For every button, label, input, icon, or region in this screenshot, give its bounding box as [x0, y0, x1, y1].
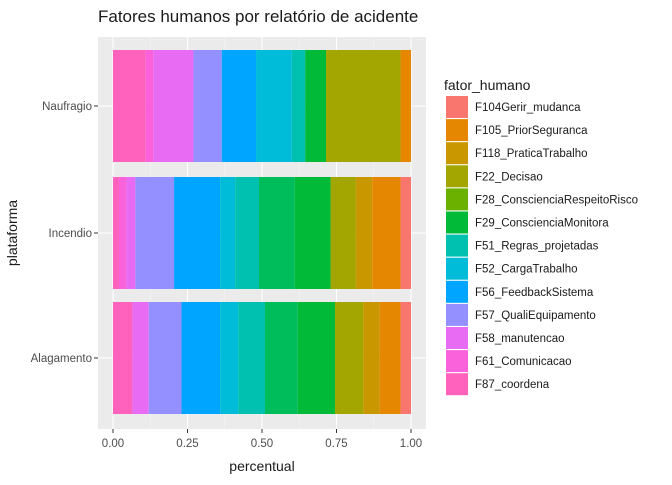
y-tick-label: Incendio [49, 228, 92, 240]
bar-segment [220, 302, 239, 414]
bar-segment [297, 302, 336, 414]
legend-key [446, 303, 468, 326]
bar-segment [379, 302, 401, 414]
y-tick-label: Naufragio [42, 101, 92, 113]
legend-label: F87_coordena [475, 379, 550, 391]
legend-title: fator_humano [444, 77, 531, 93]
bar-segment [326, 50, 401, 162]
bar-segment [264, 302, 298, 414]
legend-key [446, 119, 468, 142]
chart-title: Fatores humanos por relatório de acident… [98, 7, 418, 26]
legend-label: F29_ConscienciaMonitora [475, 218, 609, 230]
x-tick-label: 1.00 [400, 438, 422, 450]
legend-key [446, 327, 468, 349]
bar-segment [153, 50, 194, 162]
bar-segment [174, 177, 221, 289]
legend-key [446, 96, 468, 118]
x-tick-label: 0.75 [325, 438, 347, 450]
bar-segment [148, 302, 182, 414]
x-tick-label: 0.25 [176, 438, 198, 450]
bar-segment [221, 50, 257, 162]
legend-key [446, 188, 468, 211]
bar-segment [363, 302, 380, 414]
bar-segment [135, 177, 175, 289]
y-axis: Naufragio Incendio Alagamento [31, 101, 98, 365]
legend-label: F28_ConscienciaRespeitoRisco [475, 194, 638, 206]
bar-segment [294, 177, 331, 289]
bar-segment [145, 50, 154, 162]
legend-key [446, 257, 468, 280]
legend-label: F52_CargaTrabalho [475, 264, 578, 276]
legend-key [446, 280, 468, 303]
bar-segment [259, 177, 295, 289]
bar-segment [256, 50, 292, 162]
legend-label: F61_Comunicacao [475, 356, 572, 368]
x-axis: 0.00 0.25 0.50 0.75 1.00 [102, 429, 422, 450]
bar-segment [118, 177, 127, 289]
legend-key [446, 142, 468, 165]
bar-segment [181, 302, 221, 414]
bar-segment [238, 302, 265, 414]
legend-label: F58_manutencao [475, 333, 565, 345]
bar-segment [113, 50, 146, 162]
legend-label: F51_Regras_projetadas [475, 241, 599, 253]
legend-key [446, 211, 468, 234]
legend-label: F56_FeedbackSistema [475, 287, 594, 299]
legend-label: F105_PriorSeguranca [475, 125, 588, 137]
bar-segment [355, 177, 373, 289]
x-axis-title: percentual [229, 458, 294, 474]
legend: fator_humano F104Gerir_mudanca F105_Prior… [444, 77, 638, 396]
bar-segment [400, 302, 411, 414]
bar-segment [235, 177, 260, 289]
bar-segment [400, 50, 411, 162]
bar-segment [193, 50, 222, 162]
legend-label: F57_QualiEquipamento [475, 310, 596, 322]
bar-segment [330, 177, 356, 289]
y-axis-title: plataforma [4, 200, 20, 266]
legend-key [446, 165, 468, 188]
x-tick-label: 0.00 [102, 438, 124, 450]
bar-segment [400, 177, 411, 289]
legend-key [446, 350, 468, 373]
bars [113, 50, 411, 414]
bar-segment [132, 302, 149, 414]
x-tick-label: 0.50 [251, 438, 273, 450]
bar-segment [113, 302, 133, 414]
legend-label: F22_Decisao [475, 171, 543, 183]
bar-segment [126, 177, 136, 289]
bar-segment [113, 177, 119, 289]
legend-label: F104Gerir_mudanca [475, 102, 581, 114]
bar-segment [372, 177, 401, 289]
legend-key [446, 234, 468, 257]
legend-label: F118_PraticaTrabalho [475, 148, 588, 160]
y-tick-label: Alagamento [31, 353, 92, 365]
bar-segment [220, 177, 236, 289]
legend-key [446, 373, 468, 396]
bar-segment [291, 50, 306, 162]
bar-segment [305, 50, 327, 162]
bar-segment [335, 302, 364, 414]
